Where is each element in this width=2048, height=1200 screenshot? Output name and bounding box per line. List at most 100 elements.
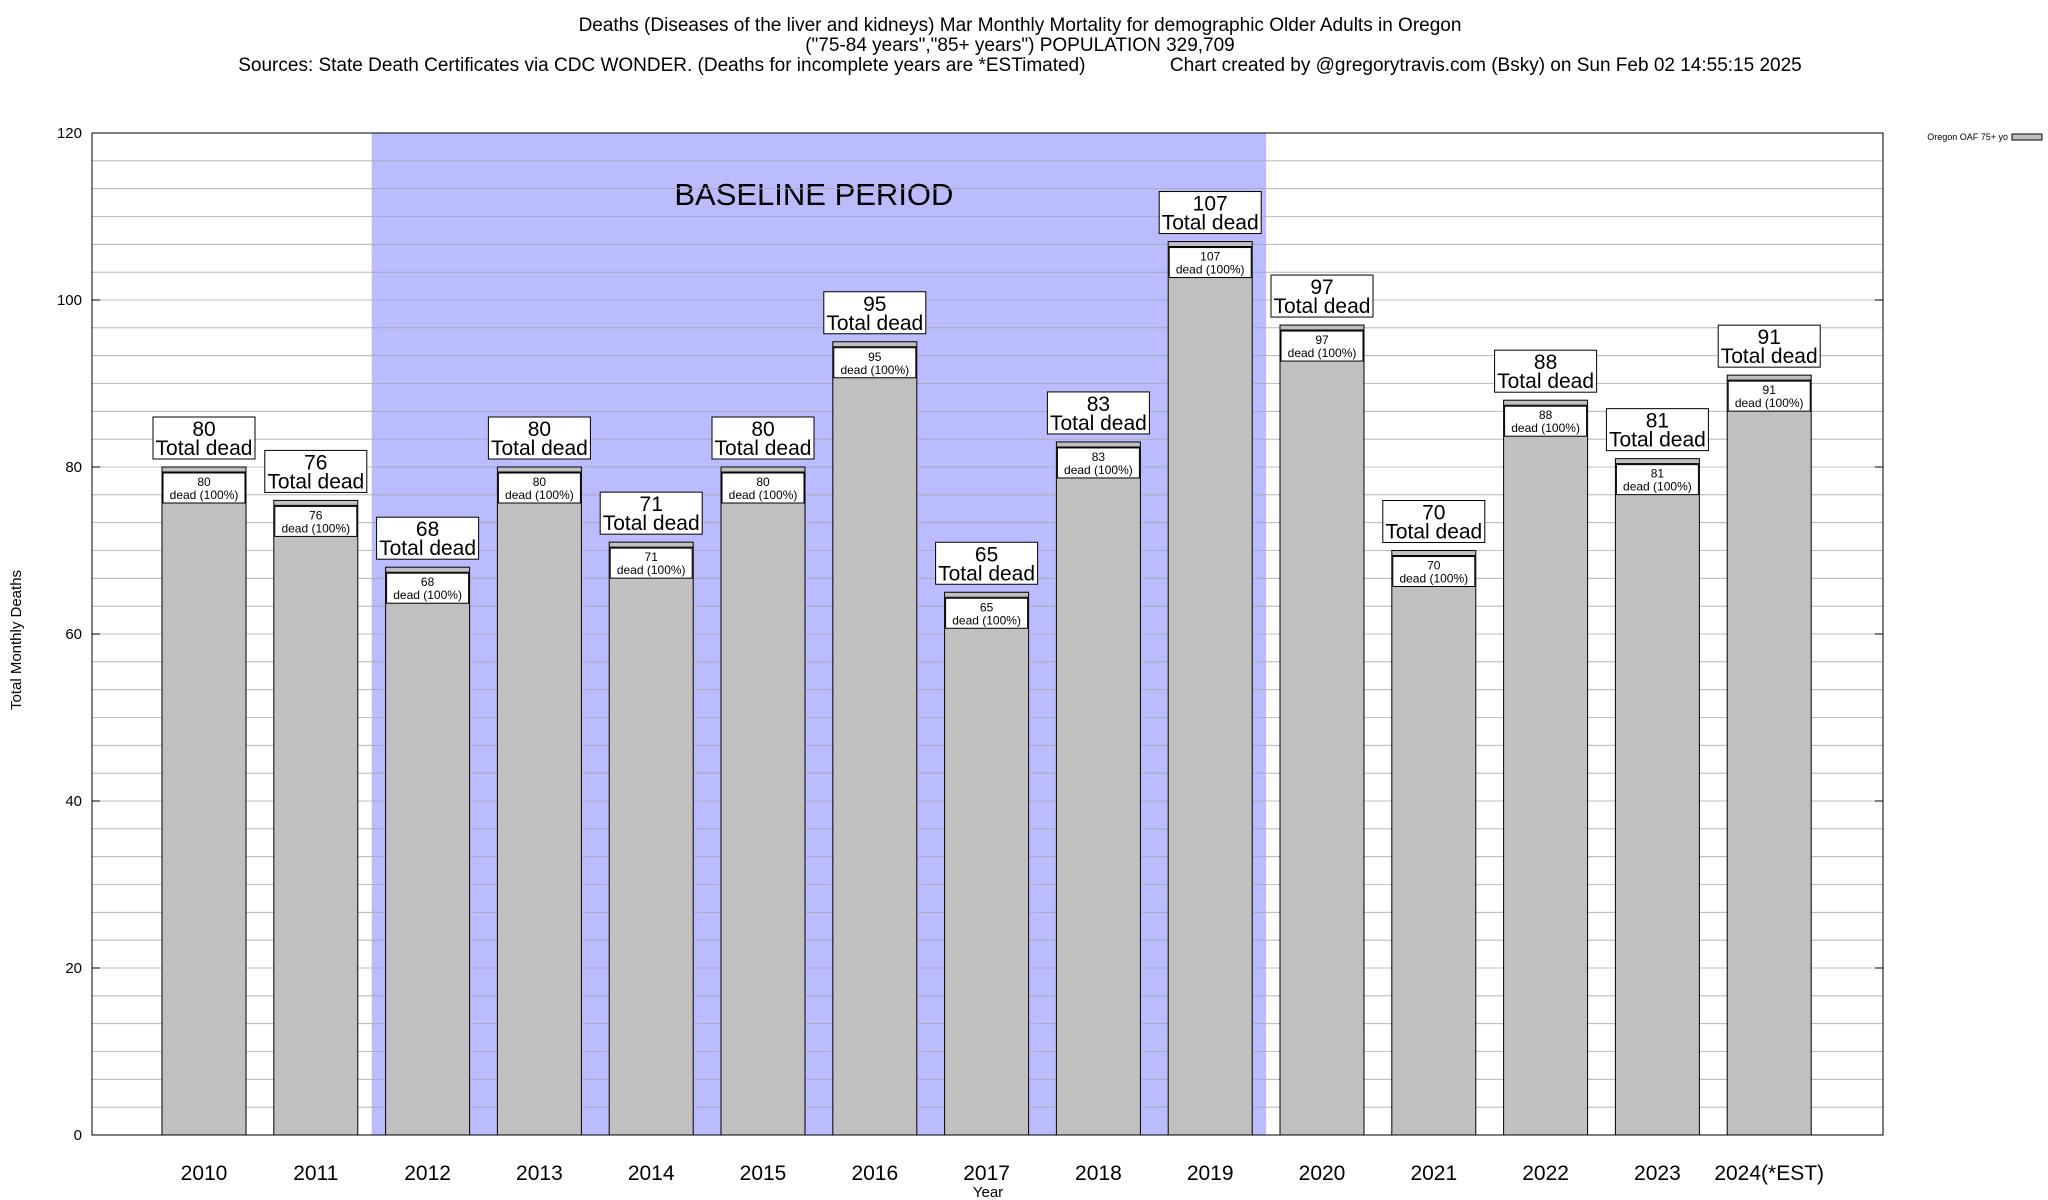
bar-inner-value: 76 bbox=[309, 508, 323, 522]
bar-outer-label-box bbox=[823, 291, 927, 335]
bar-value-label: 70 bbox=[1422, 502, 1445, 525]
x-tick-label: 2010 bbox=[181, 1162, 228, 1185]
bar-outer-label-box bbox=[1605, 408, 1709, 452]
bar-total-label: Total dead bbox=[267, 470, 364, 493]
legend-swatch bbox=[2011, 133, 2043, 141]
bar-total-label: Total dead bbox=[1274, 295, 1371, 318]
bar-inner-value: 68 bbox=[421, 575, 435, 589]
axes: 0 20 40 60 80 100 120 2010 2011 2012 2013 2014 2015 2… bbox=[57, 125, 1883, 1185]
bar bbox=[1055, 441, 1141, 1136]
bar-total-label: Total dead bbox=[826, 312, 923, 335]
bar-inner-pct: dead (100%) bbox=[1623, 480, 1692, 494]
bar-inner-pct: dead (100%) bbox=[952, 613, 1021, 627]
bar-outer-label-box bbox=[152, 416, 256, 460]
y-tick-label: 120 bbox=[57, 125, 82, 142]
bar-inner-pct: dead (100%) bbox=[393, 588, 462, 602]
bar-total-label: Total dead bbox=[1497, 370, 1594, 393]
bar-inner-pct: dead (100%) bbox=[729, 488, 798, 502]
bar-inner-pct: dead (100%) bbox=[170, 488, 239, 502]
bar-value-label: 68 bbox=[416, 518, 439, 541]
x-tick-label: 2014 bbox=[628, 1162, 675, 1185]
bar bbox=[608, 541, 694, 1136]
bar-inner-value: 71 bbox=[645, 550, 659, 564]
y-tick-label: 60 bbox=[65, 626, 82, 643]
bar bbox=[496, 466, 582, 1136]
bar-inner-label-box bbox=[721, 472, 805, 504]
bar-inner-pct: dead (100%) bbox=[281, 521, 350, 535]
bar-outer-label-box bbox=[376, 516, 480, 560]
x-axis-label: Year bbox=[973, 1184, 1003, 1200]
bar-inner-value: 97 bbox=[1315, 333, 1329, 347]
x-tick-label: 2016 bbox=[851, 1162, 898, 1185]
bar-total-label: Total dead bbox=[715, 437, 812, 460]
bar-value-label: 91 bbox=[1758, 326, 1781, 349]
bar-inner-pct: dead (100%) bbox=[1288, 346, 1357, 360]
bar-inner-pct: dead (100%) bbox=[1511, 421, 1580, 435]
bar-total-label: Total dead bbox=[1050, 412, 1147, 435]
y-tick-label: 40 bbox=[65, 793, 82, 810]
bar-inner-value: 88 bbox=[1539, 408, 1553, 422]
bar-inner-label-box bbox=[1280, 330, 1364, 362]
x-tick-label: 2020 bbox=[1299, 1162, 1346, 1185]
bar-value-label: 97 bbox=[1310, 276, 1333, 299]
bar-total-label: Total dead bbox=[1609, 429, 1706, 452]
y-tick-label: 0 bbox=[74, 1127, 82, 1144]
bar-value-label: 80 bbox=[751, 418, 774, 441]
bar-inner-value: 80 bbox=[533, 475, 547, 489]
bar-total-label: Total dead bbox=[491, 437, 588, 460]
bar-inner-pct: dead (100%) bbox=[617, 563, 686, 577]
bar-inner-pct: dead (100%) bbox=[840, 363, 909, 377]
bar-value-label: 71 bbox=[640, 493, 663, 516]
title-line-3: Sources: State Death Certificates via CD… bbox=[238, 55, 1802, 76]
bar-inner-value: 81 bbox=[1651, 467, 1665, 481]
bar-value-label: 81 bbox=[1646, 410, 1669, 433]
bar-total-label: Total dead bbox=[603, 512, 700, 535]
bar-inner-label-box bbox=[1392, 556, 1476, 587]
bar-inner-value: 95 bbox=[868, 350, 882, 364]
x-tick-label: 2015 bbox=[740, 1162, 787, 1185]
bar-total-label: Total dead bbox=[1721, 345, 1818, 368]
bar-inner-value: 80 bbox=[197, 475, 211, 489]
bar-outer-label-box bbox=[1382, 500, 1486, 543]
bar-total-label: Total dead bbox=[379, 537, 476, 560]
bar bbox=[944, 591, 1030, 1136]
bar-value-label: 88 bbox=[1534, 351, 1557, 374]
bar-inner-pct: dead (100%) bbox=[1176, 263, 1245, 277]
y-tick-label: 20 bbox=[65, 960, 82, 977]
bar-inner-value: 107 bbox=[1200, 250, 1220, 264]
chart-title: Deaths (Diseases of the liver and kidney… bbox=[238, 15, 1802, 76]
x-tick-label: 2017 bbox=[963, 1162, 1010, 1185]
title-line-1: Deaths (Diseases of the liver and kidney… bbox=[579, 15, 1462, 36]
bar bbox=[1503, 399, 1589, 1136]
bar-total-label: Total dead bbox=[156, 437, 253, 460]
bar-inner-pct: dead (100%) bbox=[1399, 572, 1468, 586]
baseline-label: BASELINE PERIOD bbox=[674, 177, 953, 212]
x-tick-label: 2024(*EST) bbox=[1714, 1162, 1824, 1185]
x-tick-label: 2019 bbox=[1187, 1162, 1234, 1185]
bar-inner-label-box bbox=[609, 547, 693, 579]
bar-outer-label-box bbox=[1158, 191, 1262, 235]
bar-inner-label-box bbox=[162, 472, 246, 504]
bar-inner-label-box bbox=[386, 572, 470, 604]
y-tick-label: 100 bbox=[57, 292, 82, 309]
bar-inner-pct: dead (100%) bbox=[1064, 463, 1133, 477]
bar bbox=[1391, 550, 1477, 1136]
legend-label: Oregon OAF 75+ yo bbox=[1927, 132, 2008, 142]
bar bbox=[273, 499, 359, 1136]
bar-inner-label-box bbox=[497, 472, 581, 504]
bar-inner-label-box bbox=[1615, 464, 1699, 496]
x-tick-label: 2011 bbox=[293, 1162, 338, 1185]
bar-value-label: 95 bbox=[863, 293, 886, 316]
bar-inner-label-box bbox=[1504, 405, 1588, 437]
bar-inner-label-box bbox=[833, 347, 917, 379]
x-tick-label: 2021 bbox=[1410, 1162, 1457, 1185]
x-tick-label: 2013 bbox=[516, 1162, 563, 1185]
bar-outer-label-box bbox=[1046, 391, 1150, 435]
bar-outer-label-box bbox=[935, 541, 1039, 585]
bar-total-label: Total dead bbox=[1162, 212, 1259, 235]
bar-inner-value: 70 bbox=[1427, 559, 1441, 573]
bar bbox=[1279, 324, 1365, 1136]
legend: Oregon OAF 75+ yo bbox=[1927, 132, 2043, 142]
bar-inner-label-box bbox=[1168, 247, 1252, 279]
